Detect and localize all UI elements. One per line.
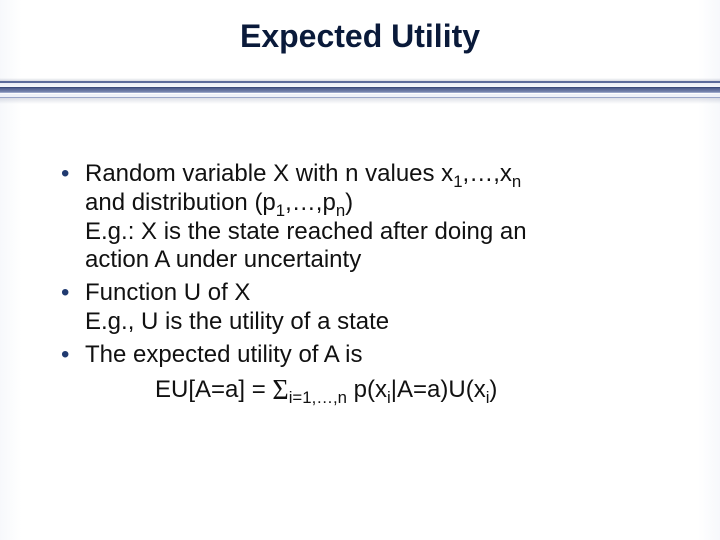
- body-text: Function U of X: [85, 279, 250, 306]
- subscript: 1: [453, 172, 462, 191]
- subscript: i=1,…,n: [289, 387, 347, 406]
- body-text: E.g., U is the utility of a state: [85, 308, 389, 335]
- formula-text: |A=a)U(x: [391, 376, 486, 403]
- slide: Expected Utility Random variable X with …: [0, 0, 720, 540]
- bullet-list: Random variable X with n values x1,…,xn …: [55, 160, 680, 405]
- body-text: ): [345, 189, 353, 216]
- formula-text: EU[A=a] =: [155, 376, 272, 403]
- formula: EU[A=a] = Σi=1,…,n p(xi|A=a)U(xi): [85, 370, 680, 406]
- sigma-icon: Σ: [272, 375, 288, 406]
- body-text: E.g.: X is the state reached after doing…: [85, 218, 527, 245]
- body-text: Random variable X with n values x: [85, 160, 453, 187]
- slide-title: Expected Utility: [0, 0, 720, 55]
- formula-text: ): [489, 376, 497, 403]
- bullet-item: Function U of X E.g., U is the utility o…: [55, 279, 680, 337]
- subscript: n: [512, 172, 521, 191]
- title-divider: [0, 78, 720, 106]
- bullet-item: Random variable X with n values x1,…,xn …: [55, 160, 680, 275]
- bullet-item: The expected utility of A is EU[A=a] = Σ…: [55, 341, 680, 405]
- body-text: action A under uncertainty: [85, 246, 361, 273]
- slide-body: Random variable X with n values x1,…,xn …: [55, 160, 680, 409]
- body-text: ,…,p: [285, 189, 336, 216]
- formula-text: p(x: [347, 376, 387, 403]
- body-text: The expected utility of A is: [85, 341, 363, 368]
- body-text: ,…,x: [463, 160, 512, 187]
- body-text: and distribution (p: [85, 189, 276, 216]
